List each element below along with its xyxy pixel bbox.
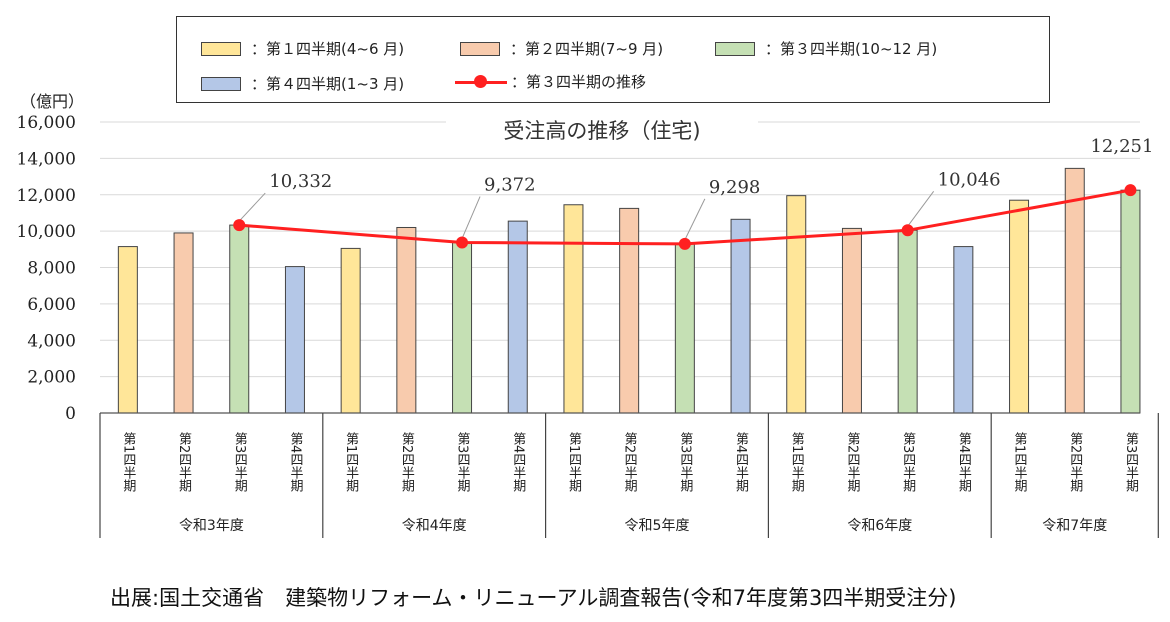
x-category-label: 第2四半期 [622, 432, 638, 494]
x-category-label: 第3四半期 [232, 432, 248, 494]
x-category-label: 第4四半期 [287, 432, 303, 494]
bar [953, 246, 974, 414]
trend-data-label: 9,372 [484, 175, 536, 196]
trend-data-label: 12,251 [1090, 136, 1153, 157]
y-tick-label: 6,000 [27, 295, 76, 315]
y-tick-label: 16,000 [17, 113, 76, 133]
bar [340, 247, 361, 414]
x-category-label: 第1四半期 [343, 432, 359, 494]
trend-point [901, 224, 914, 237]
x-category-label: 第2四半期 [399, 432, 415, 494]
data-label-leader [684, 198, 706, 241]
bar [897, 229, 918, 414]
legend-item-q2: ：第２四半期(7~9 月) [460, 38, 663, 59]
y-tick-label: 2,000 [27, 368, 76, 388]
data-label-leader [461, 196, 481, 239]
x-category-label: 第3四半期 [900, 432, 916, 494]
y-tick-label: 10,000 [17, 222, 76, 242]
bar [674, 243, 695, 414]
bar [1064, 167, 1085, 414]
legend-item-q3: ：第３四半期(10~12 月) [715, 38, 937, 59]
x-category-label: 第4四半期 [733, 432, 749, 494]
legend-label-q1: ：第１四半期(4~6 月) [251, 40, 405, 58]
data-label-leader [238, 192, 266, 222]
legend-label-q2: ：第２四半期(7~9 月) [510, 40, 664, 58]
trend-data-label: 10,332 [269, 171, 332, 192]
legend-item-trend: ：第３四半期の推移 [455, 71, 646, 92]
legend-item-q1: ：第１四半期(4~6 月) [201, 38, 404, 59]
trend-point [456, 236, 469, 249]
chart-title-background [446, 112, 758, 148]
x-category-label: 第2四半期 [176, 432, 192, 494]
legend-swatch-q4 [201, 76, 241, 91]
bar [507, 220, 528, 414]
trend-point [678, 237, 691, 250]
legend-label-trend: ：第３四半期の推移 [511, 73, 647, 91]
x-category-label: 第4四半期 [510, 432, 526, 494]
bar [452, 242, 473, 414]
bar [1120, 189, 1141, 414]
x-category-label: 第1四半期 [789, 432, 805, 494]
x-category-label: 第1四半期 [1012, 432, 1028, 494]
legend-item-q4: ：第４四半期(1~3 月) [201, 73, 404, 94]
trend-data-label: 10,046 [938, 169, 1001, 190]
bar [786, 195, 807, 414]
bar [1009, 199, 1030, 414]
y-tick-label: 8,000 [27, 259, 76, 279]
chart-title: 受注高の推移（住宅) [503, 119, 700, 143]
x-category-label: 第1四半期 [566, 432, 582, 494]
data-label-leader [907, 190, 935, 227]
x-category-label: 第2四半期 [844, 432, 860, 494]
x-category-label: 第2四半期 [1067, 432, 1083, 494]
bar [117, 246, 138, 414]
source-note: 出展:国土交通省 建築物リフォーム・リニューアル調査報告(令和7年度第3四半期受… [110, 586, 957, 610]
bar [284, 266, 305, 414]
x-group-label: 令和7年度 [1042, 518, 1107, 534]
trend-data-label: 9,298 [709, 177, 761, 198]
x-category-label: 第3四半期 [677, 432, 693, 494]
legend-swatch-q2 [460, 41, 500, 56]
trend-line [239, 188, 1131, 246]
trend-point [233, 219, 246, 232]
legend-label-q3: ：第３四半期(10~12 月) [765, 40, 938, 58]
legend-swatch-q1 [201, 41, 241, 56]
bar [730, 218, 751, 414]
x-category-label: 第4四半期 [956, 432, 972, 494]
x-group-label: 令和3年度 [179, 518, 244, 534]
x-category-label: 第1四半期 [120, 432, 136, 494]
legend-label-q4: ：第４四半期(1~3 月) [251, 75, 405, 93]
y-tick-label: 12,000 [17, 186, 76, 206]
y-tick-label: 14,000 [17, 149, 76, 169]
legend: ：第１四半期(4~6 月) ：第２四半期(7~9 月) ：第３四半期(10~12… [176, 16, 1050, 103]
x-category-label: 第3四半期 [1123, 432, 1139, 494]
legend-swatch-trend [455, 74, 507, 90]
bar [841, 227, 862, 414]
bar [563, 204, 584, 414]
y-tick-label: 0 [65, 404, 76, 424]
x-group-label: 令和5年度 [625, 518, 690, 534]
bar [229, 224, 250, 414]
x-group-label: 令和6年度 [847, 518, 912, 534]
bar [173, 232, 194, 414]
y-axis-unit-label: （億円） [20, 92, 85, 111]
bar [619, 207, 640, 414]
trend-point [1124, 184, 1137, 197]
x-category-label: 第3四半期 [455, 432, 471, 494]
legend-swatch-q3 [715, 41, 755, 56]
x-group-label: 令和4年度 [402, 518, 467, 534]
y-tick-label: 4,000 [27, 331, 76, 351]
bar [396, 226, 417, 414]
